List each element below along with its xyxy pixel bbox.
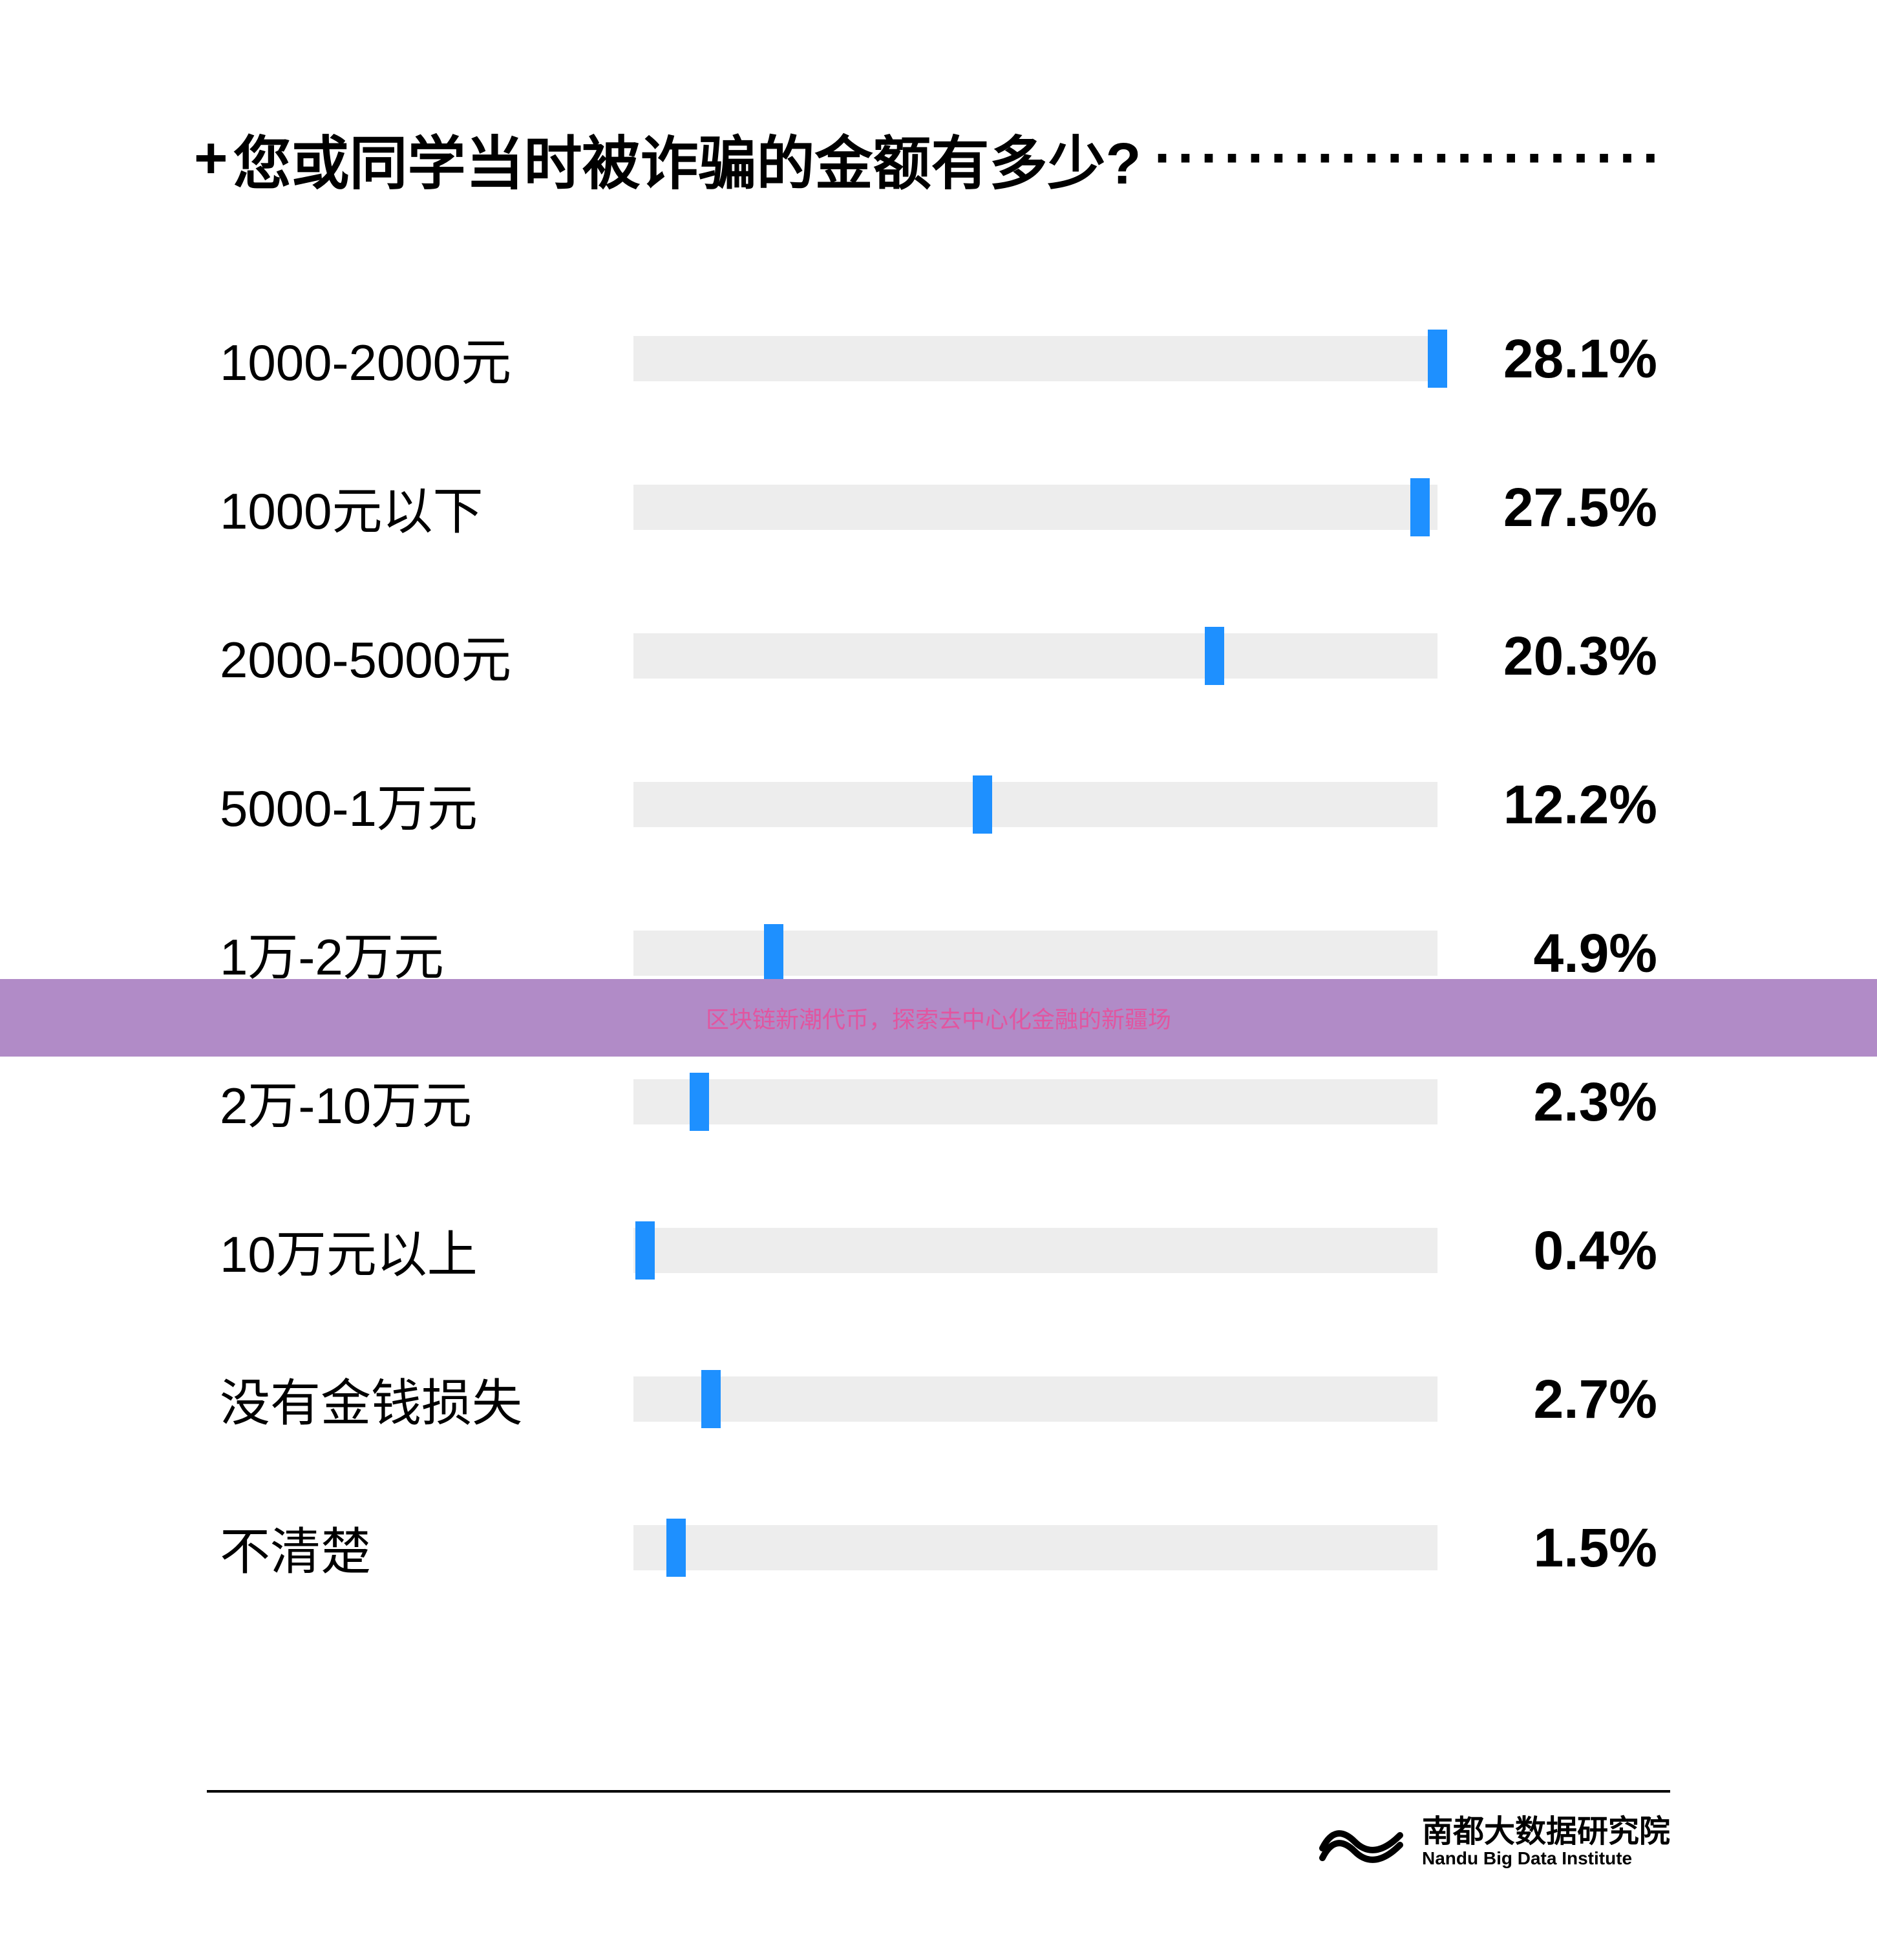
- bar-marker: [701, 1370, 721, 1428]
- bar-marker: [1205, 627, 1224, 685]
- bar-marker: [764, 924, 783, 982]
- row-value: 4.9%: [1437, 922, 1657, 985]
- bar-track: [633, 1525, 1437, 1570]
- chart-row: 10万元以上0.4%: [220, 1221, 1657, 1280]
- chart-row: 5000-1万元12.2%: [220, 775, 1657, 834]
- chart-title: + 您或同学当时被诈骗的金额有多少? ·····················…: [194, 116, 1683, 200]
- row-label: 没有金钱损失: [220, 1363, 633, 1435]
- title-dots: ······················: [1154, 125, 1666, 192]
- row-value: 2.3%: [1437, 1071, 1657, 1133]
- row-value: 20.3%: [1437, 625, 1657, 688]
- row-label: 2000-5000元: [220, 620, 633, 692]
- bar-marker: [1428, 330, 1447, 388]
- footer-divider: [207, 1790, 1670, 1793]
- chart-row: 1万-2万元4.9%: [220, 924, 1657, 982]
- row-value: 0.4%: [1437, 1219, 1657, 1282]
- chart-row: 1000元以下27.5%: [220, 478, 1657, 536]
- chart-row: 没有金钱损失2.7%: [220, 1370, 1657, 1428]
- bar-marker: [635, 1221, 655, 1280]
- row-label: 不清楚: [220, 1512, 633, 1584]
- bar-track: [633, 1079, 1437, 1124]
- chart-row: 不清楚1.5%: [220, 1519, 1657, 1577]
- chart-row: 2000-5000元20.3%: [220, 627, 1657, 685]
- footer: 南都大数据研究院 Nandu Big Data Institute: [1316, 1816, 1670, 1868]
- title-prefix: +: [194, 125, 228, 192]
- bar-marker: [666, 1519, 686, 1577]
- row-label: 2万-10万元: [220, 1066, 633, 1138]
- bar-track: [633, 782, 1437, 827]
- row-value: 28.1%: [1437, 328, 1657, 390]
- bar-marker: [1410, 478, 1430, 536]
- title-text: 您或同学当时被诈骗的金额有多少?: [233, 116, 1141, 200]
- footer-name-en: Nandu Big Data Institute: [1422, 1849, 1670, 1868]
- bar-chart: 1000-2000元28.1%1000元以下27.5%2000-5000元20.…: [194, 330, 1683, 1577]
- row-label: 1000-2000元: [220, 322, 633, 395]
- institute-logo-icon: [1316, 1816, 1406, 1868]
- row-value: 2.7%: [1437, 1368, 1657, 1431]
- bar-track: [633, 633, 1437, 679]
- bar-track: [633, 931, 1437, 976]
- row-value: 27.5%: [1437, 476, 1657, 539]
- bar-track: [633, 1376, 1437, 1422]
- bar-track: [633, 1228, 1437, 1273]
- row-value: 12.2%: [1437, 774, 1657, 836]
- chart-row: 1000-2000元28.1%: [220, 330, 1657, 388]
- footer-name-cn: 南都大数据研究院: [1422, 1816, 1670, 1848]
- row-label: 1万-2万元: [220, 917, 633, 989]
- row-value: 1.5%: [1437, 1517, 1657, 1579]
- bar-marker: [690, 1073, 709, 1131]
- row-label: 5000-1万元: [220, 768, 633, 841]
- bar-track: [633, 485, 1437, 530]
- row-label: 10万元以上: [220, 1214, 633, 1287]
- bar-marker: [973, 775, 992, 834]
- chart-row: 2万-10万元2.3%: [220, 1073, 1657, 1131]
- row-label: 1000元以下: [220, 471, 633, 543]
- bar-track: [633, 336, 1437, 381]
